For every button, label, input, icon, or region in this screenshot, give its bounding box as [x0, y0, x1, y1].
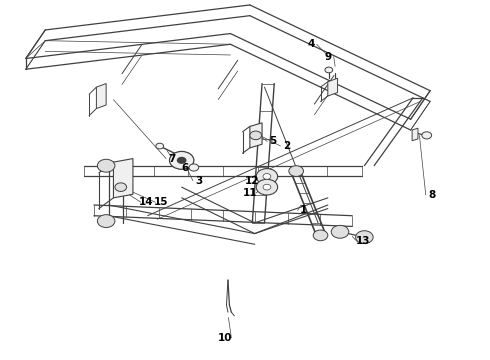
Circle shape [313, 230, 328, 241]
Text: 5: 5 [270, 136, 277, 147]
Circle shape [256, 179, 278, 195]
Circle shape [325, 67, 333, 73]
Text: 13: 13 [356, 237, 370, 247]
Circle shape [263, 174, 271, 179]
Text: 9: 9 [324, 52, 331, 62]
Polygon shape [250, 123, 262, 148]
Polygon shape [412, 128, 418, 141]
Circle shape [256, 168, 278, 184]
Text: 7: 7 [168, 154, 175, 163]
Polygon shape [97, 84, 106, 109]
Circle shape [250, 131, 262, 140]
Text: 12: 12 [245, 176, 260, 186]
Text: 15: 15 [154, 197, 169, 207]
Circle shape [356, 231, 373, 244]
Text: 6: 6 [181, 163, 189, 173]
Text: 3: 3 [195, 176, 202, 186]
Circle shape [331, 225, 349, 238]
Circle shape [289, 166, 303, 176]
Circle shape [177, 157, 187, 164]
Text: 2: 2 [283, 141, 290, 151]
Circle shape [156, 143, 164, 149]
Polygon shape [328, 78, 338, 96]
Circle shape [98, 215, 115, 228]
Circle shape [115, 183, 126, 192]
Text: 11: 11 [243, 188, 257, 198]
Polygon shape [114, 158, 133, 198]
Text: 10: 10 [218, 333, 233, 343]
Circle shape [422, 132, 432, 139]
Circle shape [263, 184, 271, 190]
Circle shape [189, 164, 199, 171]
Text: 14: 14 [139, 197, 154, 207]
Text: 8: 8 [428, 190, 435, 200]
Circle shape [170, 152, 194, 169]
Text: 1: 1 [300, 205, 307, 215]
Circle shape [98, 159, 115, 172]
Text: 4: 4 [307, 39, 315, 49]
